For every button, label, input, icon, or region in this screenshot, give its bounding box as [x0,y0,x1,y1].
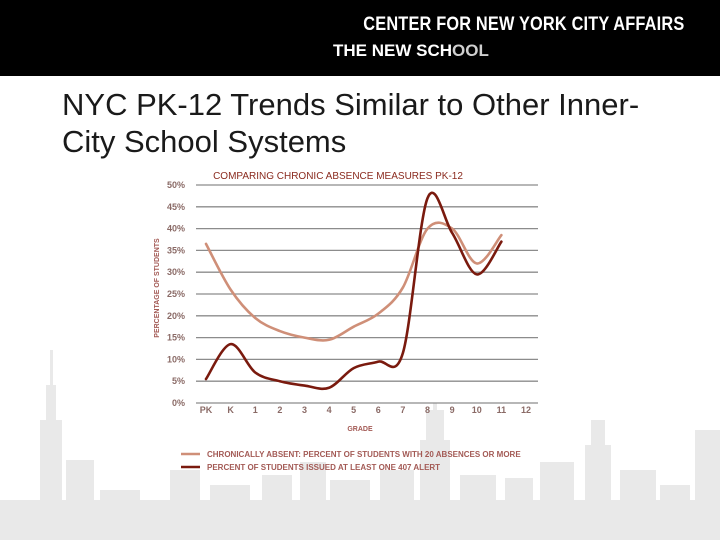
y-tick-label: 0% [172,398,185,408]
y-tick-label: 45% [167,202,185,212]
institution-name: THE NEW SCHOOL [333,41,489,61]
institution-name-part1: THE NEW SCH [333,41,452,60]
gridlines [196,184,538,404]
y-tick-label: 15% [167,333,185,343]
x-axis-label: GRADE [347,426,373,433]
institution-name-part2: OOL [452,41,489,60]
x-tick-label: 4 [327,405,332,415]
y-tick-label: 35% [167,245,185,255]
x-tick-label: 5 [351,405,356,415]
y-tick-label: 50% [167,180,185,190]
y-tick-label: 10% [167,354,185,364]
y-axis-ticks: 0% 5% 10% 15% 20% 25% 30% 35% 40% 45% 50% [167,180,185,408]
y-tick-label: 20% [167,311,185,321]
slide-title: NYC PK-12 Trends Similar to Other Inner-… [62,87,640,159]
y-tick-label: 30% [167,267,185,277]
y-tick-label: 25% [167,289,185,299]
x-tick-label: 12 [521,405,531,415]
x-tick-label: 10 [472,405,482,415]
legend-label-2: PERCENT OF STUDENTS ISSUED AT LEAST ONE … [207,463,440,472]
x-tick-label: 2 [277,405,282,415]
legend: CHRONICALLY ABSENT: PERCENT OF STUDENTS … [181,450,521,472]
header-bar: CENTER FOR NEW YORK CITY AFFAIRS THE NEW… [0,0,720,76]
x-tick-label: 6 [376,405,381,415]
x-tick-label: 3 [302,405,307,415]
x-tick-label: 7 [400,405,405,415]
x-tick-label: PK [200,405,213,415]
x-tick-label: K [227,405,234,415]
organization-name: CENTER FOR NEW YORK CITY AFFAIRS [362,14,684,35]
x-axis-ticks: PK K 1 2 3 4 5 6 7 8 9 10 11 12 [200,405,531,415]
series-lines [204,191,503,391]
x-tick-label: 8 [425,405,430,415]
y-tick-label: 5% [172,376,185,386]
x-tick-label: 9 [450,405,455,415]
x-tick-label: 11 [497,405,507,415]
y-tick-label: 40% [167,224,185,234]
legend-label-1: CHRONICALLY ABSENT: PERCENT OF STUDENTS … [207,450,521,459]
chart-title: COMPARING CHRONIC ABSENCE MEASURES PK-12 [213,171,463,182]
y-axis-label: PERCENTAGE OF STUDENTS [154,238,161,338]
x-tick-label: 1 [253,405,258,415]
